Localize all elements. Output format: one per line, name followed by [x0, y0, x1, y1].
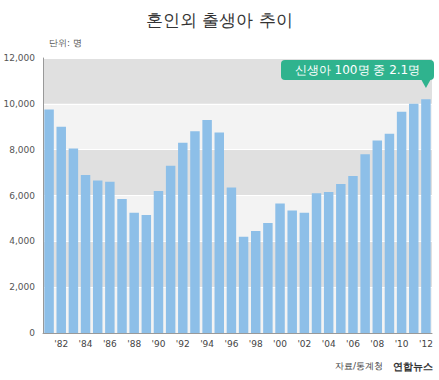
svg-text:0: 0	[29, 328, 35, 338]
svg-text:'00: '00	[273, 339, 287, 349]
svg-text:'04: '04	[322, 339, 336, 349]
svg-text:2,000: 2,000	[9, 282, 35, 292]
svg-text:'92: '92	[176, 339, 190, 349]
svg-text:4,000: 4,000	[9, 236, 35, 246]
svg-text:혼인외 출생아 추이: 혼인외 출생아 추이	[146, 10, 293, 30]
svg-text:자료/통계청: 자료/통계청	[335, 361, 383, 371]
svg-text:'06: '06	[346, 339, 360, 349]
svg-text:'98: '98	[249, 339, 263, 349]
svg-text:'94: '94	[200, 339, 214, 349]
svg-text:연합뉴스: 연합뉴스	[393, 361, 433, 372]
svg-text:12,000: 12,000	[4, 53, 36, 63]
svg-text:'84: '84	[79, 339, 93, 349]
svg-text:'82: '82	[54, 339, 68, 349]
svg-text:'08: '08	[370, 339, 384, 349]
svg-text:6,000: 6,000	[9, 191, 35, 201]
svg-text:'02: '02	[297, 339, 311, 349]
svg-text:신생아 100명 중 2.1명: 신생아 100명 중 2.1명	[295, 63, 420, 77]
svg-text:'86: '86	[103, 339, 117, 349]
svg-text:'90: '90	[152, 339, 166, 349]
svg-text:10,000: 10,000	[4, 99, 36, 109]
svg-text:'96: '96	[224, 339, 238, 349]
svg-text:8,000: 8,000	[9, 145, 35, 155]
svg-text:'12: '12	[419, 339, 433, 349]
svg-text:'88: '88	[127, 339, 141, 349]
svg-text:'10: '10	[395, 339, 409, 349]
svg-text:단위: 명: 단위: 명	[49, 38, 82, 48]
